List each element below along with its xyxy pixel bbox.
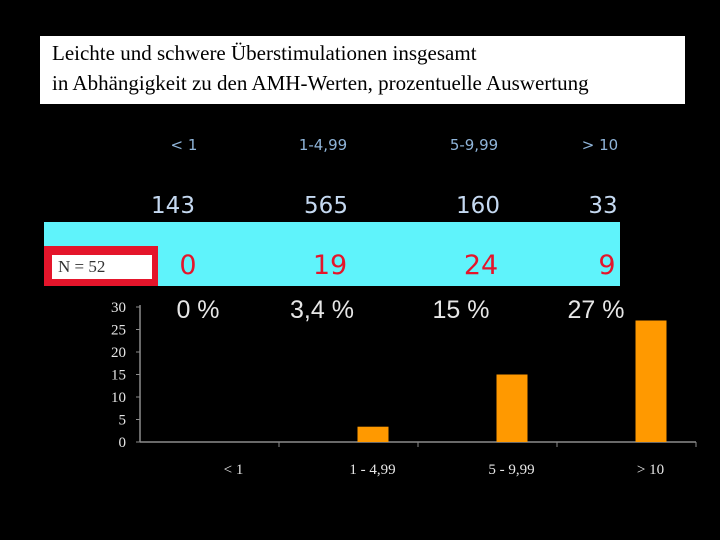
case-count-1: 0 [179,250,197,281]
percent-label-4: 27 % [567,296,625,324]
percent-label-1: 0 % [176,296,220,324]
y-tick-label: 15 [111,368,126,384]
amh-header-1: < 1 [170,136,198,154]
patient-count-3: 160 [456,193,500,219]
title-line-1: Leichte und schwere Überstimulationen in… [52,41,477,65]
y-tick-label: 25 [111,323,126,339]
case-count-3: 24 [463,250,499,281]
y-tick-label: 0 [119,435,127,451]
case-count-2: 19 [312,250,348,281]
y-tick-label: 30 [111,300,126,316]
y-tick-label: 10 [111,390,126,406]
bar-2 [357,426,389,442]
y-tick-label: 5 [119,413,127,429]
x-tick-label: 5 - 9,99 [488,462,534,478]
n-total-box: N = 52 [44,246,158,286]
percent-label-2: 3,4 % [290,296,354,324]
title-box: Leichte und schwere Überstimulationen in… [40,36,685,104]
amh-header-4: > 10 [581,136,619,154]
n-total-label: N = 52 [52,255,152,279]
title-line-2: in Abhängigkeit zu den AMH-Werten, proze… [52,71,589,95]
patient-count-2: 565 [304,193,348,219]
amh-header-2: 1-4,99 [298,136,348,154]
x-tick-label: < 1 [224,462,244,478]
patient-count-1: 143 [151,193,195,219]
patient-count-4: 33 [588,193,618,219]
y-tick-label: 20 [111,345,126,361]
x-tick-label: 1 - 4,99 [349,462,395,478]
bar-4 [635,320,667,442]
percent-label-3: 15 % [432,296,490,324]
x-tick-label: > 10 [637,462,664,478]
bar-3 [496,374,528,442]
amh-header-3: 5-9,99 [449,136,499,154]
case-count-4: 9 [598,250,616,281]
